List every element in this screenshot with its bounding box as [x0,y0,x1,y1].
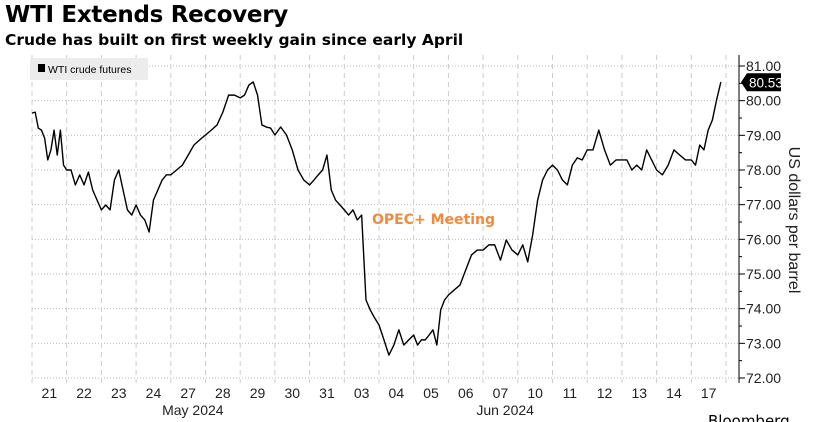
month-label: Jun 2024 [476,402,534,418]
x-tick-label: 21 [42,385,58,401]
y-tick-label: 72.00 [746,370,781,386]
legend-label: WTI crude futures [48,64,131,76]
y-tick-label: 77.00 [746,197,781,213]
month-label: May 2024 [162,402,224,418]
x-tick-label: 07 [493,385,509,401]
x-tick-label: 31 [319,385,335,401]
y-tick-label: 73.00 [746,335,781,351]
y-tick-label: 76.00 [746,231,781,247]
price-line [31,81,722,356]
chart-subtitle: Crude has built on first weekly gain sin… [5,31,464,49]
x-tick-label: 05 [423,385,439,401]
x-tick-label: 10 [527,385,543,401]
legend-swatch [38,64,45,72]
y-tick-label: 75.00 [746,266,781,282]
x-tick-label: 11 [563,385,578,401]
x-tick-label: 22 [76,385,92,401]
legend-box [30,58,148,80]
x-tick-label: 03 [354,385,370,401]
source-label: Bloomberg [708,412,790,422]
x-tick-label: 12 [597,385,613,401]
y-tick-label: 78.00 [746,162,781,178]
last-point [720,81,722,83]
y-tick-label: 81.00 [746,58,781,74]
x-tick-label: 23 [111,385,127,401]
x-tick-label: 29 [250,385,266,401]
y-tick-label: 79.00 [746,127,781,143]
chart-title: WTI Extends Recovery [5,2,288,28]
opec-annotation: OPEC+ Meeting [372,212,495,228]
last-value-tag [741,73,781,92]
x-tick-label: 14 [666,385,682,401]
y-tick-label: 80.00 [746,93,781,109]
x-tick-label: 24 [146,385,162,401]
x-tick-label: 06 [458,385,474,401]
x-tick-label: 17 [701,385,717,401]
last-value-label: 80.53 [749,75,783,90]
x-tick-label: 04 [389,385,405,401]
x-tick-label: 30 [284,385,300,401]
y-axis-label: US dollars per barrel [785,147,802,294]
y-tick-label: 74.00 [746,301,781,317]
x-tick-label: 27 [180,385,196,401]
x-tick-label: 13 [631,385,647,401]
x-tick-label: 28 [215,385,231,401]
